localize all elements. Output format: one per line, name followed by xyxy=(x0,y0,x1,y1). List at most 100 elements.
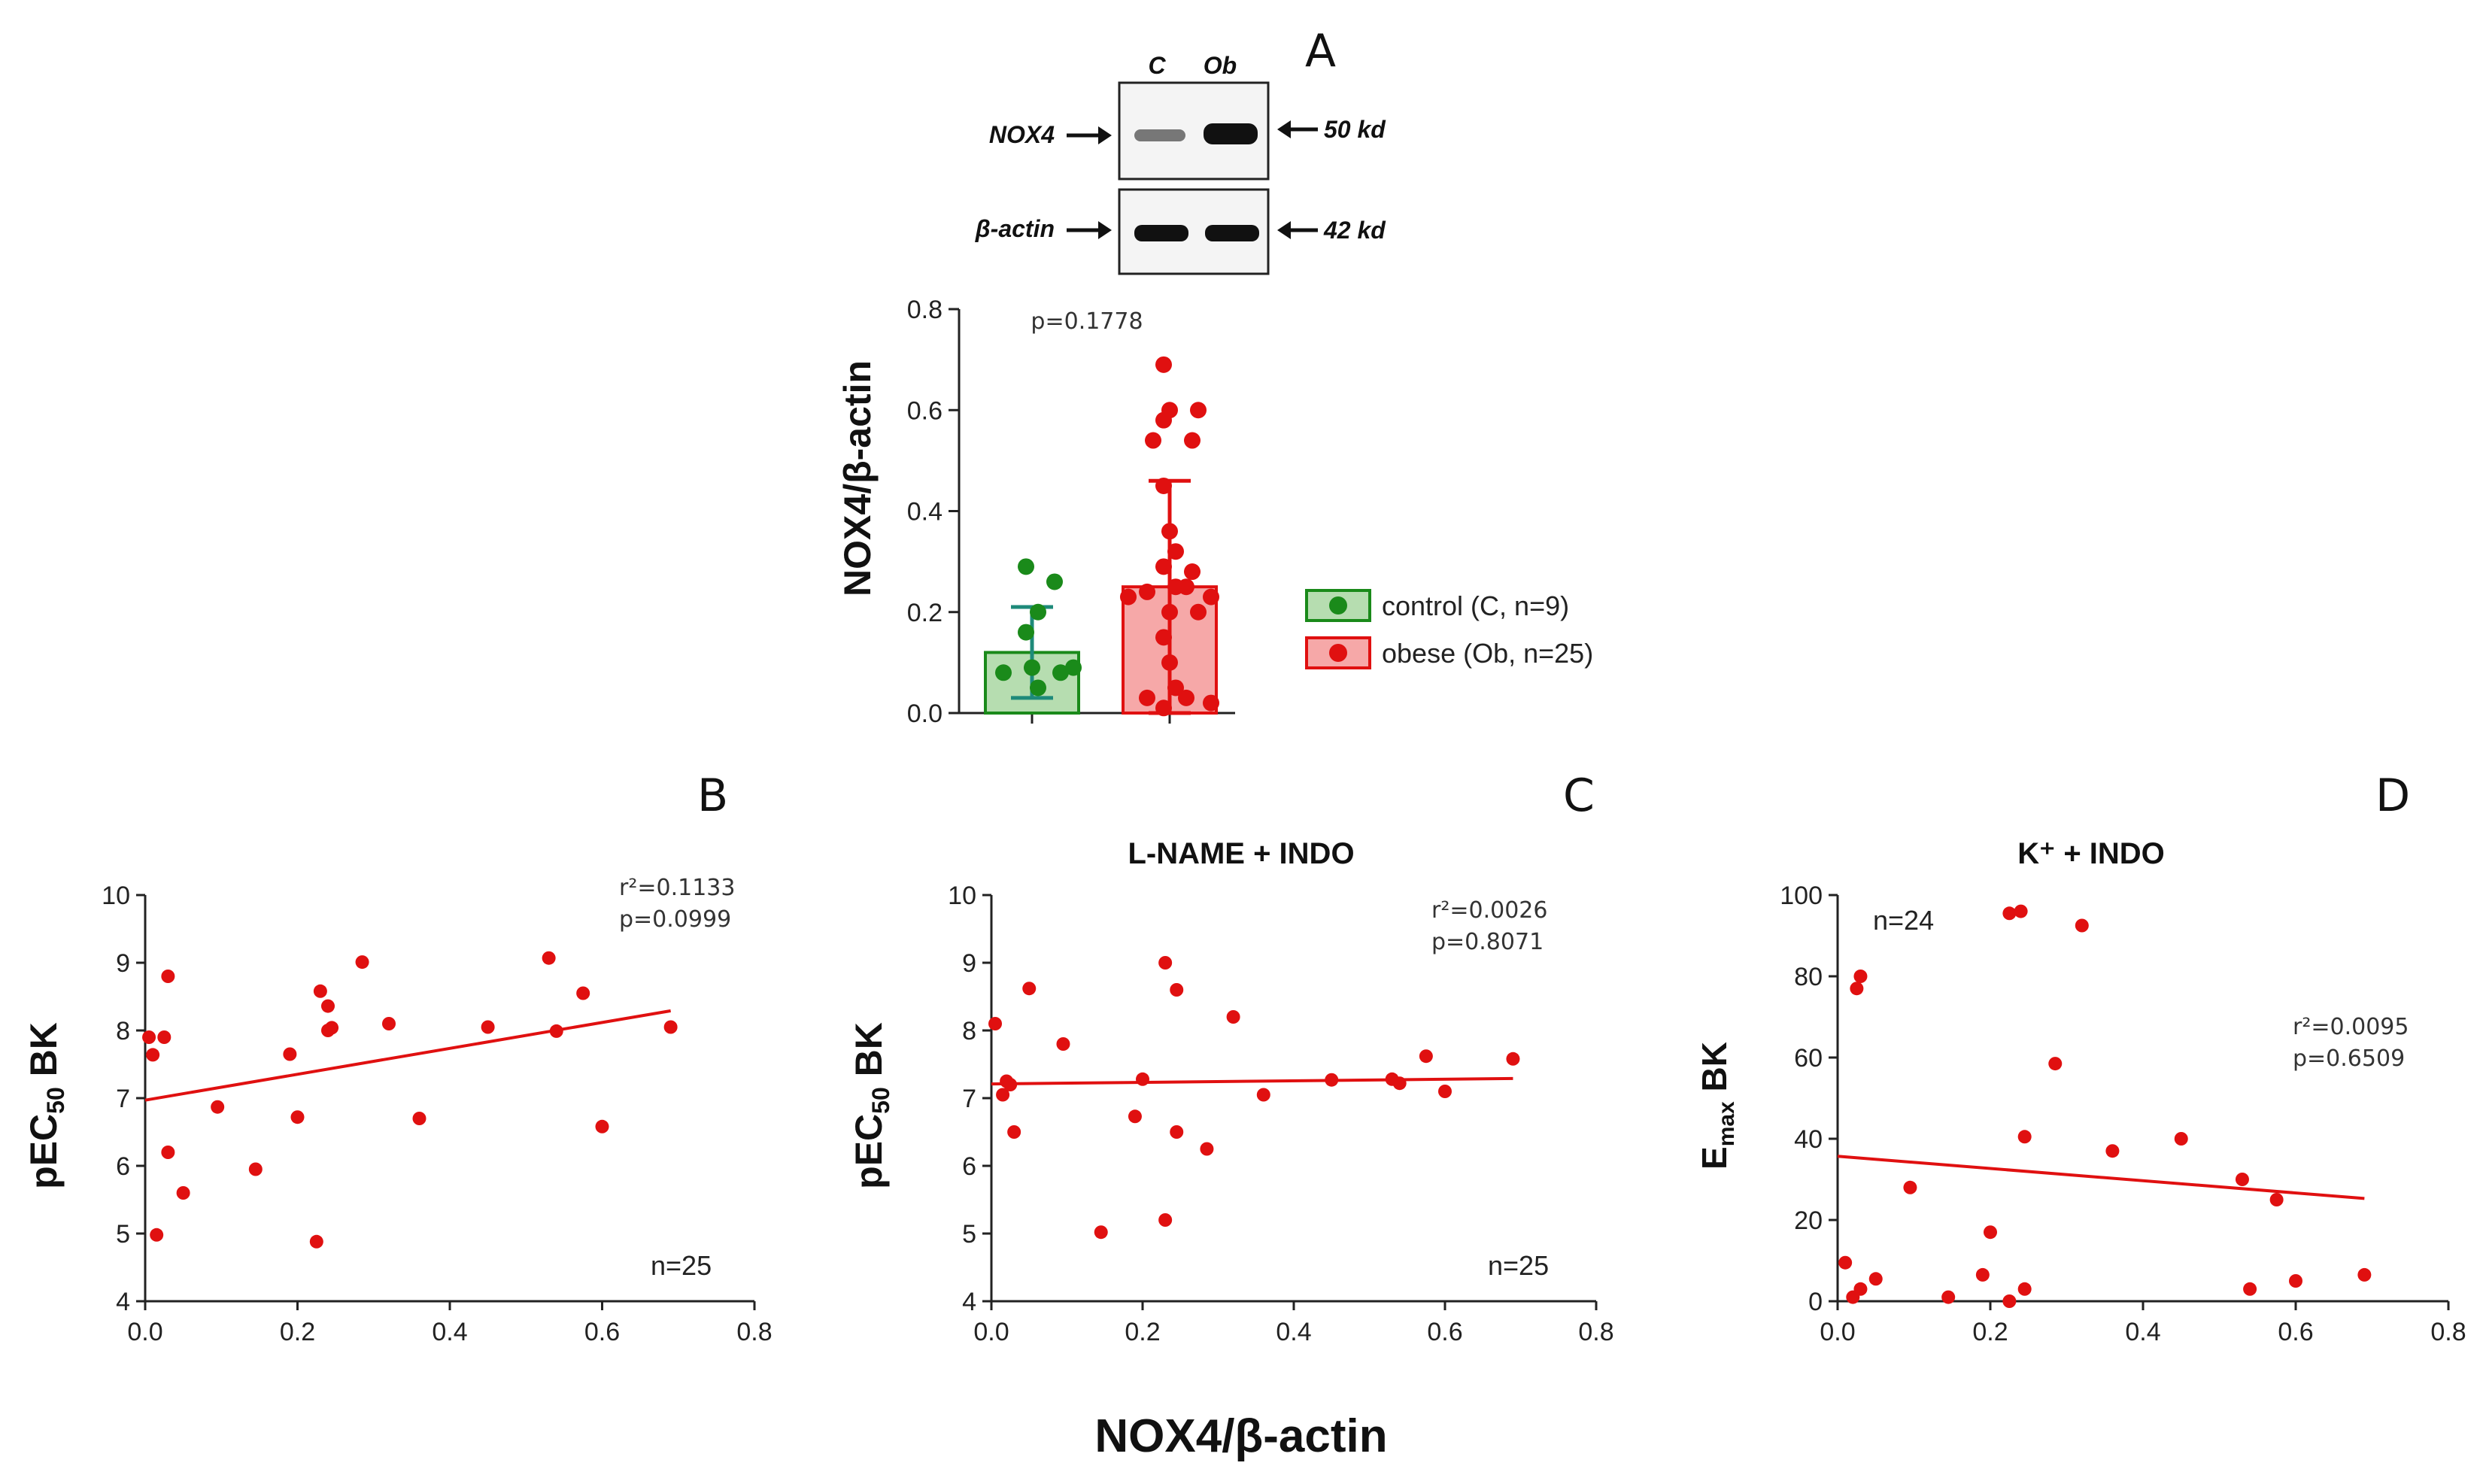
data-point xyxy=(2017,1282,2032,1296)
data-point xyxy=(2269,1193,2284,1206)
blot-row-nox4: NOX4 50 kd xyxy=(989,81,1386,181)
blot-size-label-actin: 42 kd xyxy=(1323,217,1386,244)
data-point xyxy=(142,1030,156,1044)
data-point xyxy=(248,1162,263,1176)
data-point xyxy=(1203,588,1219,605)
data-point xyxy=(1178,578,1194,596)
data-point xyxy=(1506,1052,1520,1066)
data-point xyxy=(1325,1073,1339,1087)
data-point xyxy=(576,986,590,1000)
data-point xyxy=(325,1021,339,1035)
x-tick-label: 0.2 xyxy=(1972,1318,2008,1346)
x-tick-label: 0.6 xyxy=(2278,1318,2313,1346)
y-tick-label: 0.4 xyxy=(907,498,943,527)
data-point xyxy=(663,1020,678,1034)
data-point xyxy=(1190,402,1207,419)
data-point xyxy=(1052,664,1069,681)
data-point xyxy=(161,970,175,983)
data-point xyxy=(1022,982,1037,996)
data-point xyxy=(1838,1255,1853,1270)
r-squared-label: r²=0.0095 xyxy=(2293,1014,2409,1040)
y-tick-label: 4 xyxy=(962,1288,976,1316)
data-point xyxy=(1003,1078,1018,1091)
data-point xyxy=(2174,1132,2188,1146)
p-value-label: p=0.8071 xyxy=(1431,929,1544,955)
data-point xyxy=(1094,1225,1108,1240)
data-point xyxy=(161,1146,175,1159)
data-point xyxy=(1161,654,1178,671)
arrow-right-icon xyxy=(1067,126,1112,144)
panel-label-c: C xyxy=(1563,769,1595,822)
data-point xyxy=(1030,679,1046,696)
data-point xyxy=(321,999,335,1013)
bar-chart-a: 0.0 0.2 0.4 0.6 0.8 xyxy=(907,296,1235,728)
n-label: n=24 xyxy=(1873,905,1934,936)
legend-dot-obese xyxy=(1329,644,1347,662)
data-point xyxy=(1155,411,1172,429)
x-tick-label: 0.2 xyxy=(280,1318,315,1346)
data-point xyxy=(1853,970,1868,983)
data-point xyxy=(2002,1294,2017,1308)
legend-swatch-obese xyxy=(1305,636,1371,669)
blot-band-actin-c xyxy=(1134,225,1188,241)
data-point xyxy=(176,1186,190,1200)
x-tick-label: 0.6 xyxy=(1427,1318,1462,1346)
data-point xyxy=(2105,1144,2120,1158)
y-tick-label: 100 xyxy=(1780,882,1823,910)
data-point xyxy=(1158,1213,1173,1227)
legend: control (C, n=9) obese (Ob, n=25) xyxy=(1305,589,1593,669)
regression-line xyxy=(991,1076,1513,1086)
data-point xyxy=(1438,1085,1452,1098)
legend-item-control: control (C, n=9) xyxy=(1305,589,1569,622)
y-tick-label: 0.8 xyxy=(907,296,943,324)
y-tick-label: 40 xyxy=(1794,1125,1823,1154)
y-tick-label: 6 xyxy=(116,1152,130,1181)
data-point xyxy=(382,1017,396,1030)
data-point xyxy=(1392,1076,1407,1091)
blot-lane-label-ob: Ob xyxy=(1204,52,1237,79)
data-point xyxy=(1903,1180,1917,1194)
r-squared-label: r²=0.0026 xyxy=(1431,897,1547,924)
y-tick-label: 7 xyxy=(116,1085,130,1113)
data-point xyxy=(1853,1282,1868,1296)
data-point xyxy=(1167,543,1184,560)
blot-band-nox4-ob xyxy=(1204,123,1258,144)
blot-protein-label-nox4: NOX4 xyxy=(989,121,1055,148)
x-tick-label: 0.4 xyxy=(2125,1318,2160,1346)
panel-label-d: D xyxy=(2375,769,2410,822)
data-point xyxy=(1046,573,1063,590)
data-point xyxy=(1007,1125,1021,1139)
legend-label-control: control (C, n=9) xyxy=(1382,590,1569,621)
panel-label-a: A xyxy=(1305,25,1336,77)
data-point xyxy=(2017,1130,2032,1144)
data-point xyxy=(1128,1109,1142,1124)
data-point xyxy=(1155,356,1172,373)
data-point xyxy=(1155,629,1172,646)
panel-label-b: B xyxy=(697,769,728,822)
scatter-chart-d: 0 20 40 60 80 100 0.0 0.2 0.4 0.6 0.8 r²=0.0095 p=0.… xyxy=(1780,882,2466,1346)
data-point xyxy=(290,1110,305,1124)
p-value-label: p=0.6509 xyxy=(2293,1045,2405,1072)
data-point xyxy=(1030,603,1046,621)
data-point xyxy=(1018,558,1034,575)
data-point xyxy=(1256,1088,1270,1102)
blot-band-actin-ob xyxy=(1205,225,1259,241)
arrow-left-icon xyxy=(1277,221,1318,239)
scatter-chart-c: 4 5 6 7 8 9 10 0.0 0.2 0.4 0.6 0.8 r²=0.0026 p=0.8071… xyxy=(948,882,1613,1346)
data-point xyxy=(1155,700,1172,717)
y-tick-label: 20 xyxy=(1794,1206,1823,1235)
data-point xyxy=(995,664,1012,681)
data-point xyxy=(2075,918,2089,933)
data-point xyxy=(1161,603,1178,621)
x-tick-label: 0.2 xyxy=(1125,1318,1160,1346)
data-point xyxy=(1161,523,1178,540)
data-point xyxy=(1868,1272,1883,1286)
data-point xyxy=(1158,956,1173,970)
shared-xlabel: NOX4/β-actin xyxy=(1094,1410,1387,1462)
y-tick-label: 8 xyxy=(116,1017,130,1045)
r-squared-label: r²=0.1133 xyxy=(619,875,735,901)
y-tick-label: 0.6 xyxy=(907,396,943,425)
chart-d-ylabel: Emax BK xyxy=(1695,1042,1739,1170)
data-point xyxy=(2357,1267,2372,1282)
